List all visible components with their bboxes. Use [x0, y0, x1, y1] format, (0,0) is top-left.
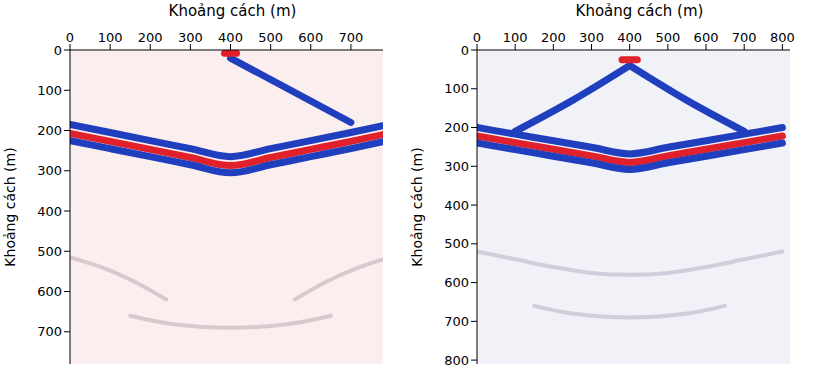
svg-text:400: 400: [617, 30, 642, 45]
svg-text:400: 400: [37, 204, 62, 219]
svg-text:800: 800: [770, 30, 795, 45]
svg-text:0: 0: [473, 30, 481, 45]
svg-text:200: 200: [138, 30, 163, 45]
svg-text:100: 100: [444, 81, 469, 96]
svg-text:400: 400: [444, 198, 469, 213]
svg-text:100: 100: [37, 83, 62, 98]
svg-text:700: 700: [37, 324, 62, 339]
svg-text:600: 600: [694, 30, 719, 45]
svg-text:500: 500: [258, 30, 283, 45]
svg-text:500: 500: [37, 244, 62, 259]
svg-text:0: 0: [461, 43, 469, 58]
svg-text:800: 800: [444, 353, 469, 368]
svg-text:300: 300: [579, 30, 604, 45]
svg-text:Khoảng cách (m): Khoảng cách (m): [2, 147, 18, 266]
svg-text:500: 500: [444, 236, 469, 251]
svg-text:0: 0: [54, 43, 62, 58]
svg-text:100: 100: [98, 30, 123, 45]
svg-text:500: 500: [655, 30, 680, 45]
svg-text:400: 400: [218, 30, 243, 45]
html-text:Khoảng cách (m): Khoảng cách (m): [168, 2, 297, 20]
html-text:Khoảng cách (m): Khoảng cách (m): [575, 2, 704, 20]
svg-text:300: 300: [444, 159, 469, 174]
svg-text:600: 600: [444, 275, 469, 290]
svg-text:300: 300: [37, 163, 62, 178]
svg-text:0: 0: [66, 30, 74, 45]
svg-text:300: 300: [178, 30, 203, 45]
svg-text:Khoảng cách (m): Khoảng cách (m): [409, 147, 425, 266]
svg-text:200: 200: [37, 123, 62, 138]
svg-text:700: 700: [338, 30, 363, 45]
svg-text:200: 200: [444, 120, 469, 135]
svg-text:700: 700: [732, 30, 757, 45]
svg-text:600: 600: [37, 284, 62, 299]
svg-text:200: 200: [541, 30, 566, 45]
svg-text:600: 600: [298, 30, 323, 45]
svg-text:700: 700: [444, 314, 469, 329]
svg-text:100: 100: [503, 30, 528, 45]
